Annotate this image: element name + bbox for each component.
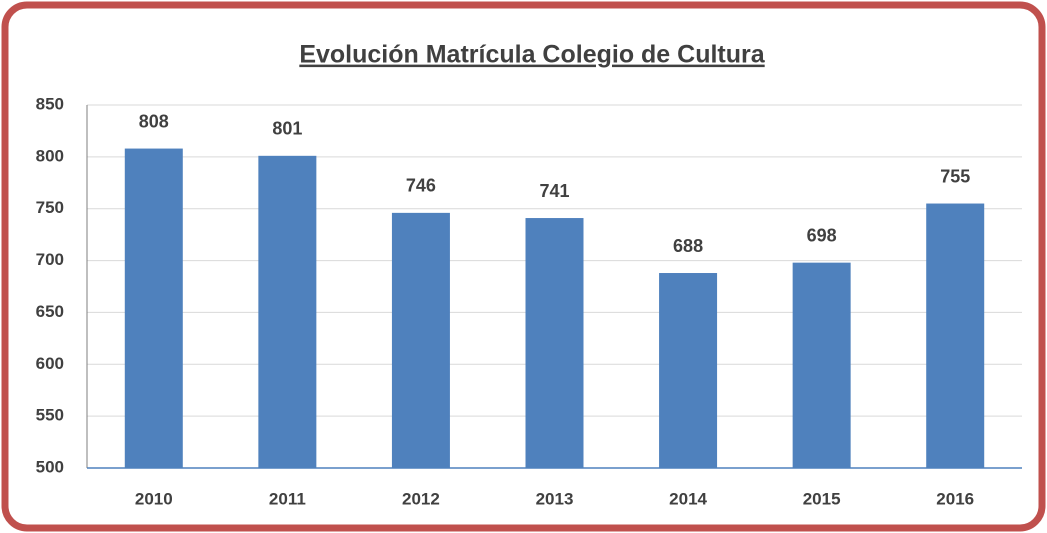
bar (926, 203, 985, 468)
data-label: 746 (406, 176, 436, 196)
y-tick-label: 800 (36, 146, 64, 165)
y-tick-label: 750 (36, 198, 64, 217)
y-tick-label: 650 (36, 302, 64, 321)
y-tick-label: 850 (36, 94, 64, 113)
x-tick-label: 2013 (536, 489, 574, 508)
x-tick-label: 2014 (669, 489, 707, 508)
chart-title: Evolución Matrícula Colegio de Cultura (299, 41, 765, 69)
y-tick-label: 600 (36, 354, 64, 373)
bar (525, 218, 584, 468)
x-tick-label: 2015 (803, 489, 841, 508)
bar (792, 262, 851, 468)
y-tick-label: 550 (36, 406, 64, 425)
bar (659, 273, 718, 468)
x-tick-label: 2011 (269, 489, 306, 508)
data-label: 698 (807, 225, 837, 245)
y-tick-label: 500 (36, 457, 64, 476)
data-label: 688 (673, 236, 703, 256)
bar (124, 148, 183, 468)
x-tick-label: 2010 (135, 489, 173, 508)
data-label: 755 (940, 166, 970, 186)
bar (258, 155, 317, 468)
x-tick-label: 2012 (402, 489, 440, 508)
bar (391, 212, 450, 468)
y-tick-label: 700 (36, 250, 64, 269)
data-label: 808 (139, 111, 169, 131)
x-tick-label: 2016 (936, 489, 974, 508)
data-label: 741 (539, 181, 569, 201)
data-label: 801 (272, 119, 302, 139)
